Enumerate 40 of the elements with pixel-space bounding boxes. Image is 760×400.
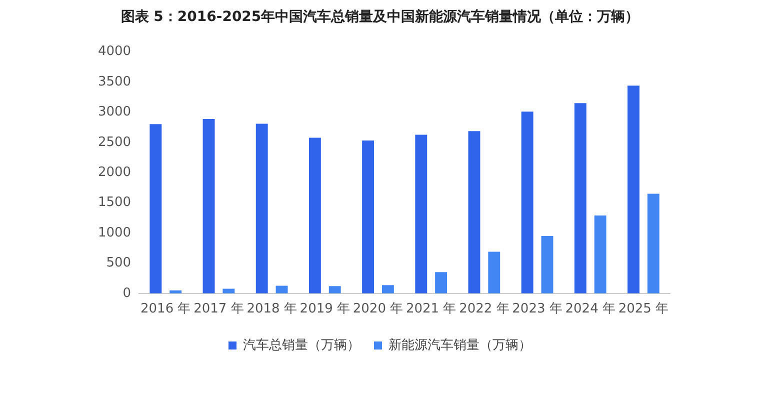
bar [415,134,428,294]
bar [382,285,394,294]
bar [468,131,480,294]
chart-title: 图表 5：2016-2025年中国汽车总销量及中国新能源汽车销量情况（单位：万辆） [120,8,640,26]
x-tick-label: 2016 年 [140,302,191,317]
bar [628,86,640,294]
x-tick-label: 2018 年 [246,302,297,317]
bar [202,118,215,294]
bar [362,140,374,294]
bar [647,194,660,294]
x-tick-label: 2024 年 [565,302,616,317]
y-tick-label: 2000 [98,164,132,180]
y-tick-label: 4000 [98,44,132,60]
x-tick-label: 2017 年 [194,302,244,317]
bar [222,288,235,294]
legend-label: 汽车总销量（万辆） [243,338,360,353]
bar [308,138,321,294]
bar [488,252,500,294]
x-tick-label: 2021 年 [406,302,456,317]
x-tick-label: 2023 年 [512,302,562,317]
bar [541,236,554,294]
y-tick-label: 3500 [98,74,132,90]
y-tick-label: 1000 [98,225,132,240]
legend-label: 新能源汽车销量（万辆） [388,338,532,353]
x-tick-label: 2022 年 [459,302,510,317]
bar [150,124,162,294]
bar [256,124,268,294]
x-tick-label: 2025 年 [618,302,669,317]
y-tick-label: 3000 [98,104,132,120]
bar [594,215,606,294]
x-tick-label: 2019 年 [300,302,350,317]
bar [328,286,341,294]
x-tick-label: 2020 年 [352,302,404,317]
bar [574,103,586,294]
y-tick-label: 1500 [98,195,132,210]
bar [521,112,534,294]
y-tick-label: 2500 [98,134,132,150]
y-tick-label: 0 [122,286,132,301]
y-tick-label: 500 [106,256,132,271]
bar [435,272,448,294]
